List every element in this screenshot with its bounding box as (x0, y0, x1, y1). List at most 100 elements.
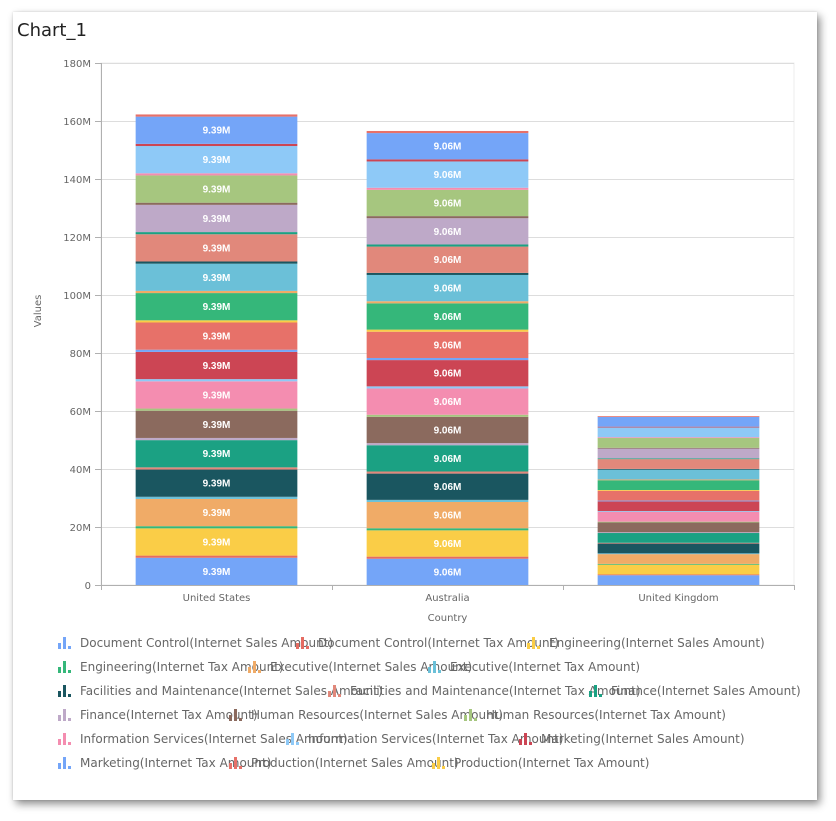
legend-item[interactable]: Information Services(Internet Sales Amou… (58, 727, 348, 751)
bar-segment (366, 274, 529, 302)
legend-label: Executive(Internet Sales Amount) (270, 660, 473, 674)
data-label: 9.39M (203, 537, 231, 548)
stacked-bar-chart: 0 20M 40M 60M 80M 100M 120M 140M 160M 180M Values C… (33, 59, 795, 624)
legend-item[interactable]: Document Control(Internet Sales Amount) (58, 631, 333, 655)
data-label: 9.39M (203, 508, 231, 519)
bar-segment (135, 528, 298, 556)
bar-segment (135, 379, 298, 382)
legend-item[interactable]: Document Control(Internet Tax Amount) (296, 631, 559, 655)
bar-segment (366, 388, 529, 415)
legend-item[interactable]: Information Services(Internet Tax Amount… (286, 727, 563, 751)
legend-item[interactable]: Human Resources(Internet Sales Amount) (229, 703, 503, 727)
bar-segment (597, 469, 760, 480)
legend-label: Production(Internet Sales Amount) (251, 756, 459, 770)
legend-item[interactable]: Facilities and Maintenance(Internet Sale… (58, 679, 383, 703)
data-label: 9.06M (434, 227, 462, 238)
bar-chart-icon (229, 709, 242, 721)
y-tick-label: 160M (63, 117, 91, 128)
bar-segment (366, 414, 529, 417)
bar-segment (597, 468, 760, 470)
legend-item[interactable]: Marketing(Internet Tax Amount) (58, 751, 271, 775)
data-label: 9.39M (203, 185, 231, 196)
y-tick-label: 120M (63, 233, 91, 244)
bar-segment (135, 437, 298, 441)
bar-chart-icon (589, 685, 602, 697)
legend-item[interactable]: Executive(Internet Sales Amount) (248, 655, 472, 679)
bar-segment (597, 426, 760, 428)
bar-segment (135, 261, 298, 264)
bar-segment (135, 555, 298, 558)
bar-chart-icon (58, 757, 71, 769)
legend-item[interactable]: Production(Internet Tax Amount) (432, 751, 649, 775)
bar-segment (135, 467, 298, 470)
bar-segment (597, 511, 760, 512)
legend-label: Marketing(Internet Sales Amount) (541, 732, 745, 746)
bar-segment (597, 490, 760, 501)
bar-segment (597, 437, 760, 439)
bar-segment (366, 499, 529, 502)
bar-segment (366, 329, 529, 332)
y-tick-label: 100M (63, 291, 91, 302)
legend-item[interactable]: Marketing(Internet Sales Amount) (519, 727, 745, 751)
bar-segment (366, 528, 529, 531)
x-tick-label: United States (183, 593, 251, 604)
bar-segment (135, 290, 298, 294)
bar-segment (597, 532, 760, 534)
y-tick-label: 40M (70, 465, 91, 476)
bar-segment (366, 443, 529, 446)
bar-segment (597, 563, 760, 565)
y-tick-label: 140M (63, 175, 91, 186)
y-tick-label: 180M (63, 59, 91, 70)
bar-segment (597, 533, 760, 543)
x-tick-label: United Kingdom (638, 593, 718, 604)
legend-label: Marketing(Internet Tax Amount) (80, 756, 272, 770)
bar-chart-icon (58, 709, 71, 721)
data-label: 9.06M (434, 142, 462, 153)
bar-segment (366, 246, 529, 273)
legend-item[interactable]: Finance(Internet Tax Amount) (58, 703, 258, 727)
bar-segment (135, 469, 298, 497)
legend-label: Finance(Internet Sales Amount) (611, 684, 801, 698)
bar-segment (135, 322, 298, 350)
bar-segment (366, 161, 529, 188)
bar-segment (135, 234, 298, 262)
bar-segment (597, 511, 760, 522)
legend-item[interactable]: Production(Internet Sales Amount) (229, 751, 459, 775)
bar-segment (366, 556, 529, 559)
y-axis-title: Values (33, 295, 44, 328)
legend-item[interactable]: Executive(Internet Tax Amount) (428, 655, 640, 679)
data-label: 9.39M (203, 420, 231, 431)
bar-segment (366, 357, 529, 361)
bar-segment (135, 557, 298, 585)
y-tick-label: 0 (85, 581, 91, 592)
bar-segment (366, 530, 529, 557)
data-label: 9.39M (203, 126, 231, 137)
legend-label: Human Resources(Internet Sales Amount) (251, 708, 504, 722)
legend-label: Engineering(Internet Sales Amount) (549, 636, 765, 650)
bar-segment (135, 263, 298, 291)
bar-segment (597, 542, 760, 544)
bar-segment (366, 558, 529, 585)
bar-segment (597, 501, 760, 512)
legend-item[interactable]: Engineering(Internet Tax Amount) (58, 655, 284, 679)
bar-chart-icon (464, 709, 477, 721)
legend-item[interactable]: Finance(Internet Sales Amount) (589, 679, 801, 703)
data-label: 9.39M (203, 567, 231, 578)
bar-chart-icon (519, 733, 532, 745)
bar-segment (597, 500, 760, 502)
bar-segment (135, 202, 298, 205)
bar-segment (366, 216, 529, 219)
bar-segment (135, 351, 298, 380)
legend-item[interactable]: Engineering(Internet Sales Amount) (527, 631, 765, 655)
x-axis-title: Country (428, 613, 468, 624)
bar-segment (366, 445, 529, 472)
legend-item[interactable]: Facilities and Maintenance(Internet Tax … (328, 679, 641, 703)
legend-item[interactable]: Human Resources(Internet Tax Amount) (464, 703, 726, 727)
bar-chart-icon (328, 685, 341, 697)
bar-chart-icon (229, 757, 242, 769)
bar-segment (597, 521, 760, 523)
bar-segment (597, 480, 760, 491)
bar-segment (366, 360, 529, 387)
bar-segment (597, 554, 760, 564)
bar-chart-icon (58, 733, 71, 745)
